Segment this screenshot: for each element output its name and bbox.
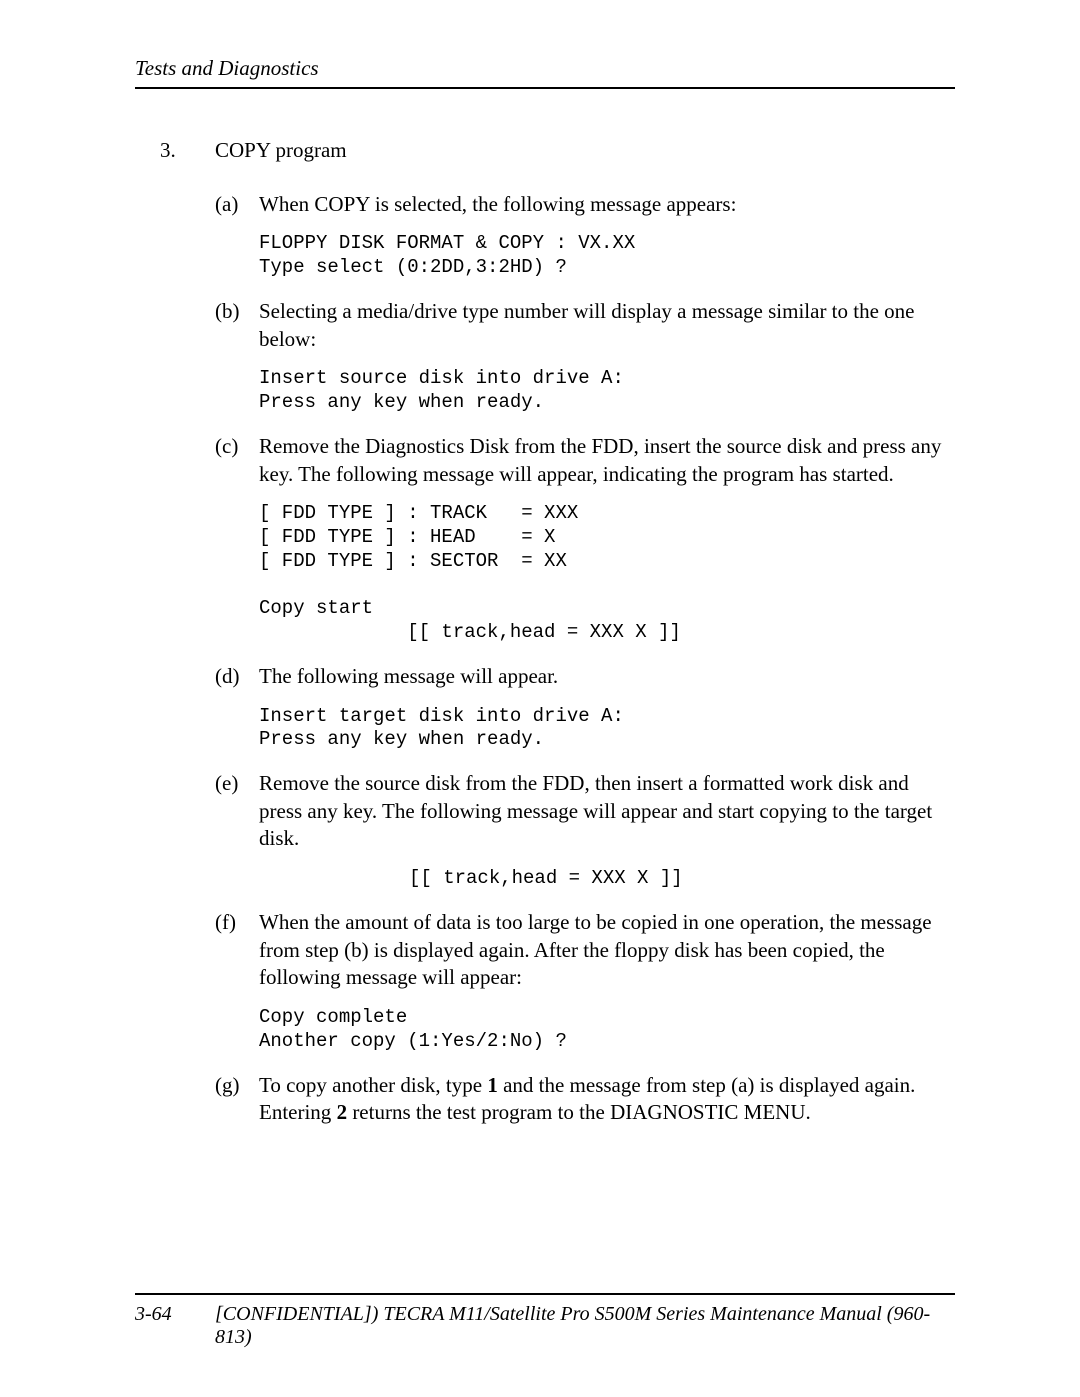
page-footer: 3-64 [CONFIDENTIAL]) TECRA M11/Satellite… xyxy=(135,1293,955,1349)
numbered-item: 3. COPY program (a) When COPY is selecte… xyxy=(135,137,955,1137)
sub-letter: (f) xyxy=(215,909,259,992)
sub-letter: (a) xyxy=(215,191,259,219)
text-g-two: 2 xyxy=(337,1100,348,1124)
code-block-e: [[ track,head = XXX X ]] xyxy=(259,867,955,891)
code-block-d: Insert target disk into drive A: Press a… xyxy=(259,705,955,753)
sub-letter: (b) xyxy=(215,298,259,353)
sub-item-b: (b) Selecting a media/drive type number … xyxy=(215,298,955,353)
sub-item-a: (a) When COPY is selected, the following… xyxy=(215,191,955,219)
code-block-b: Insert source disk into drive A: Press a… xyxy=(259,367,955,415)
sub-item-e: (e) Remove the source disk from the FDD,… xyxy=(215,770,955,853)
text-g-pre: To copy another disk, type xyxy=(259,1073,487,1097)
sub-body: Remove the Diagnostics Disk from the FDD… xyxy=(259,433,955,488)
text-g-one: 1 xyxy=(487,1073,498,1097)
sub-body: Remove the source disk from the FDD, the… xyxy=(259,770,955,853)
sub-item-d: (d) The following message will appear. xyxy=(215,663,955,691)
sub-letter: (g) xyxy=(215,1072,259,1127)
page: Tests and Diagnostics 3. COPY program (a… xyxy=(0,0,1080,1397)
item-body: COPY program (a) When COPY is selected, … xyxy=(215,137,955,1137)
code-block-c: [ FDD TYPE ] : TRACK = XXX [ FDD TYPE ] … xyxy=(259,502,955,645)
sub-body: The following message will appear. xyxy=(259,663,955,691)
text-g-post: returns the test program to the DIAGNOST… xyxy=(347,1100,811,1124)
page-content: 3. COPY program (a) When COPY is selecte… xyxy=(135,89,955,1137)
sub-body: To copy another disk, type 1 and the mes… xyxy=(259,1072,955,1127)
sub-body: Selecting a media/drive type number will… xyxy=(259,298,955,353)
item-number: 3. xyxy=(135,137,215,1137)
sub-body: When COPY is selected, the following mes… xyxy=(259,191,955,219)
header-title: Tests and Diagnostics xyxy=(135,56,319,80)
sub-letter: (e) xyxy=(215,770,259,853)
sub-letter: (c) xyxy=(215,433,259,488)
sub-letter: (d) xyxy=(215,663,259,691)
footer-title: [CONFIDENTIAL]) TECRA M11/Satellite Pro … xyxy=(215,1303,955,1349)
page-header: Tests and Diagnostics xyxy=(135,56,955,89)
sub-item-c: (c) Remove the Diagnostics Disk from the… xyxy=(215,433,955,488)
code-block-f: Copy complete Another copy (1:Yes/2:No) … xyxy=(259,1006,955,1054)
item-title: COPY program xyxy=(215,137,955,165)
sub-item-f: (f) When the amount of data is too large… xyxy=(215,909,955,992)
sub-body: When the amount of data is too large to … xyxy=(259,909,955,992)
sub-item-g: (g) To copy another disk, type 1 and the… xyxy=(215,1072,955,1127)
code-block-a: FLOPPY DISK FORMAT & COPY : VX.XX Type s… xyxy=(259,232,955,280)
footer-page-number: 3-64 xyxy=(135,1303,215,1349)
